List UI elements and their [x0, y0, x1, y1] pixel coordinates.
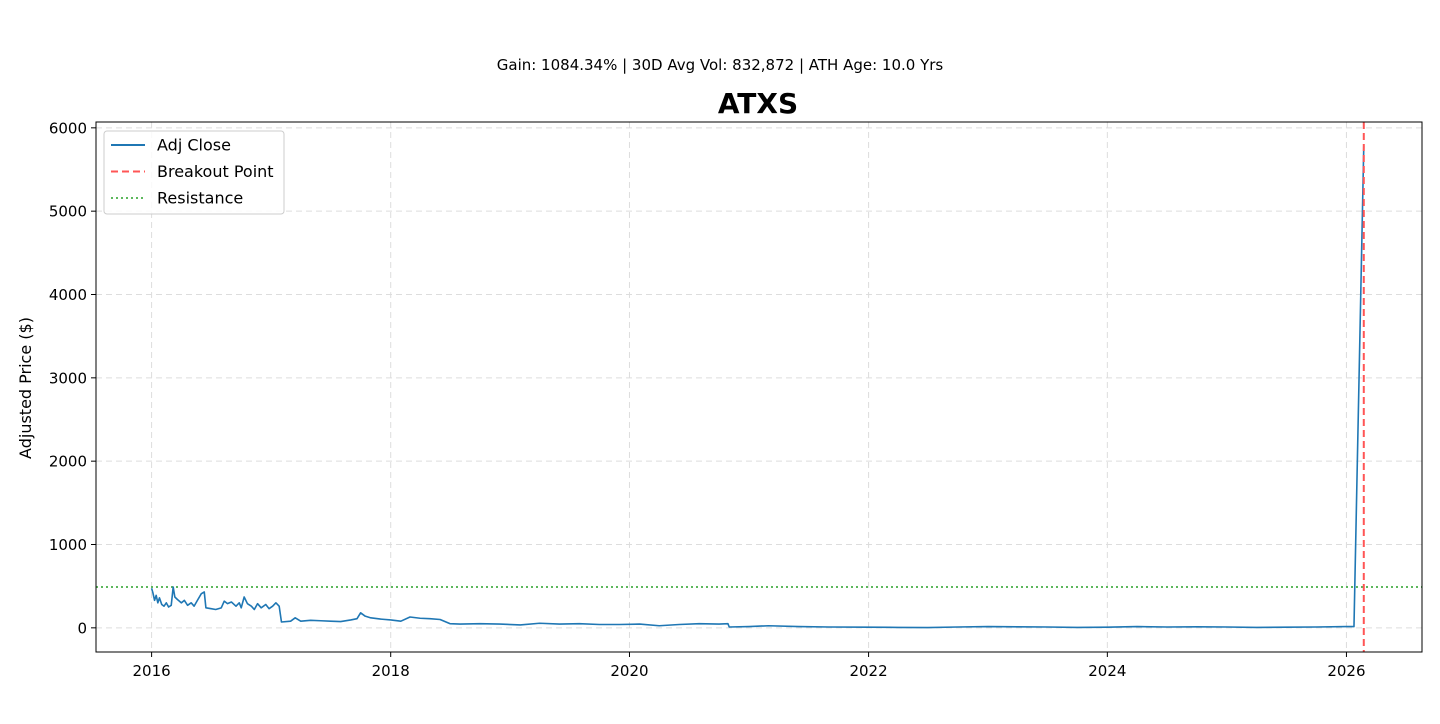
y-tick-label: 4000 [49, 286, 87, 304]
y-tick-label: 6000 [49, 119, 87, 137]
data-layer [96, 122, 1422, 652]
legend-label: Adj Close [157, 136, 231, 155]
grid [96, 122, 1422, 652]
y-tick-label: 0 [77, 619, 87, 637]
plot-frame [95, 121, 1423, 653]
legend: Adj Close Breakout Point Resistance [103, 130, 285, 215]
x-tick-label: 2026 [1327, 662, 1365, 680]
y-tick-label: 2000 [49, 453, 87, 471]
y-axis-label: Adjusted Price ($) [16, 317, 35, 459]
adj-close-line [150, 146, 1365, 629]
y-tick-label: 1000 [49, 536, 87, 554]
x-tick-label: 2018 [372, 662, 410, 680]
x-tick-label: 2024 [1088, 662, 1126, 680]
legend-label: Resistance [157, 189, 243, 208]
legend-label: Breakout Point [157, 162, 274, 181]
y-tick-label: 5000 [49, 203, 87, 221]
chart-title: ATXS [718, 87, 798, 120]
x-tick-label: 2020 [610, 662, 648, 680]
legend-box [103, 130, 285, 215]
x-tick-label: 2016 [133, 662, 171, 680]
axes: 0 1000 2000 3000 4000 5000 6000 2016 2018 2020 202… [49, 119, 1366, 680]
chart-suptitle: Gain: 1084.34% | 30D Avg Vol: 832,872 | … [496, 56, 944, 74]
x-tick-label: 2022 [849, 662, 887, 680]
y-tick-label: 3000 [49, 369, 87, 387]
